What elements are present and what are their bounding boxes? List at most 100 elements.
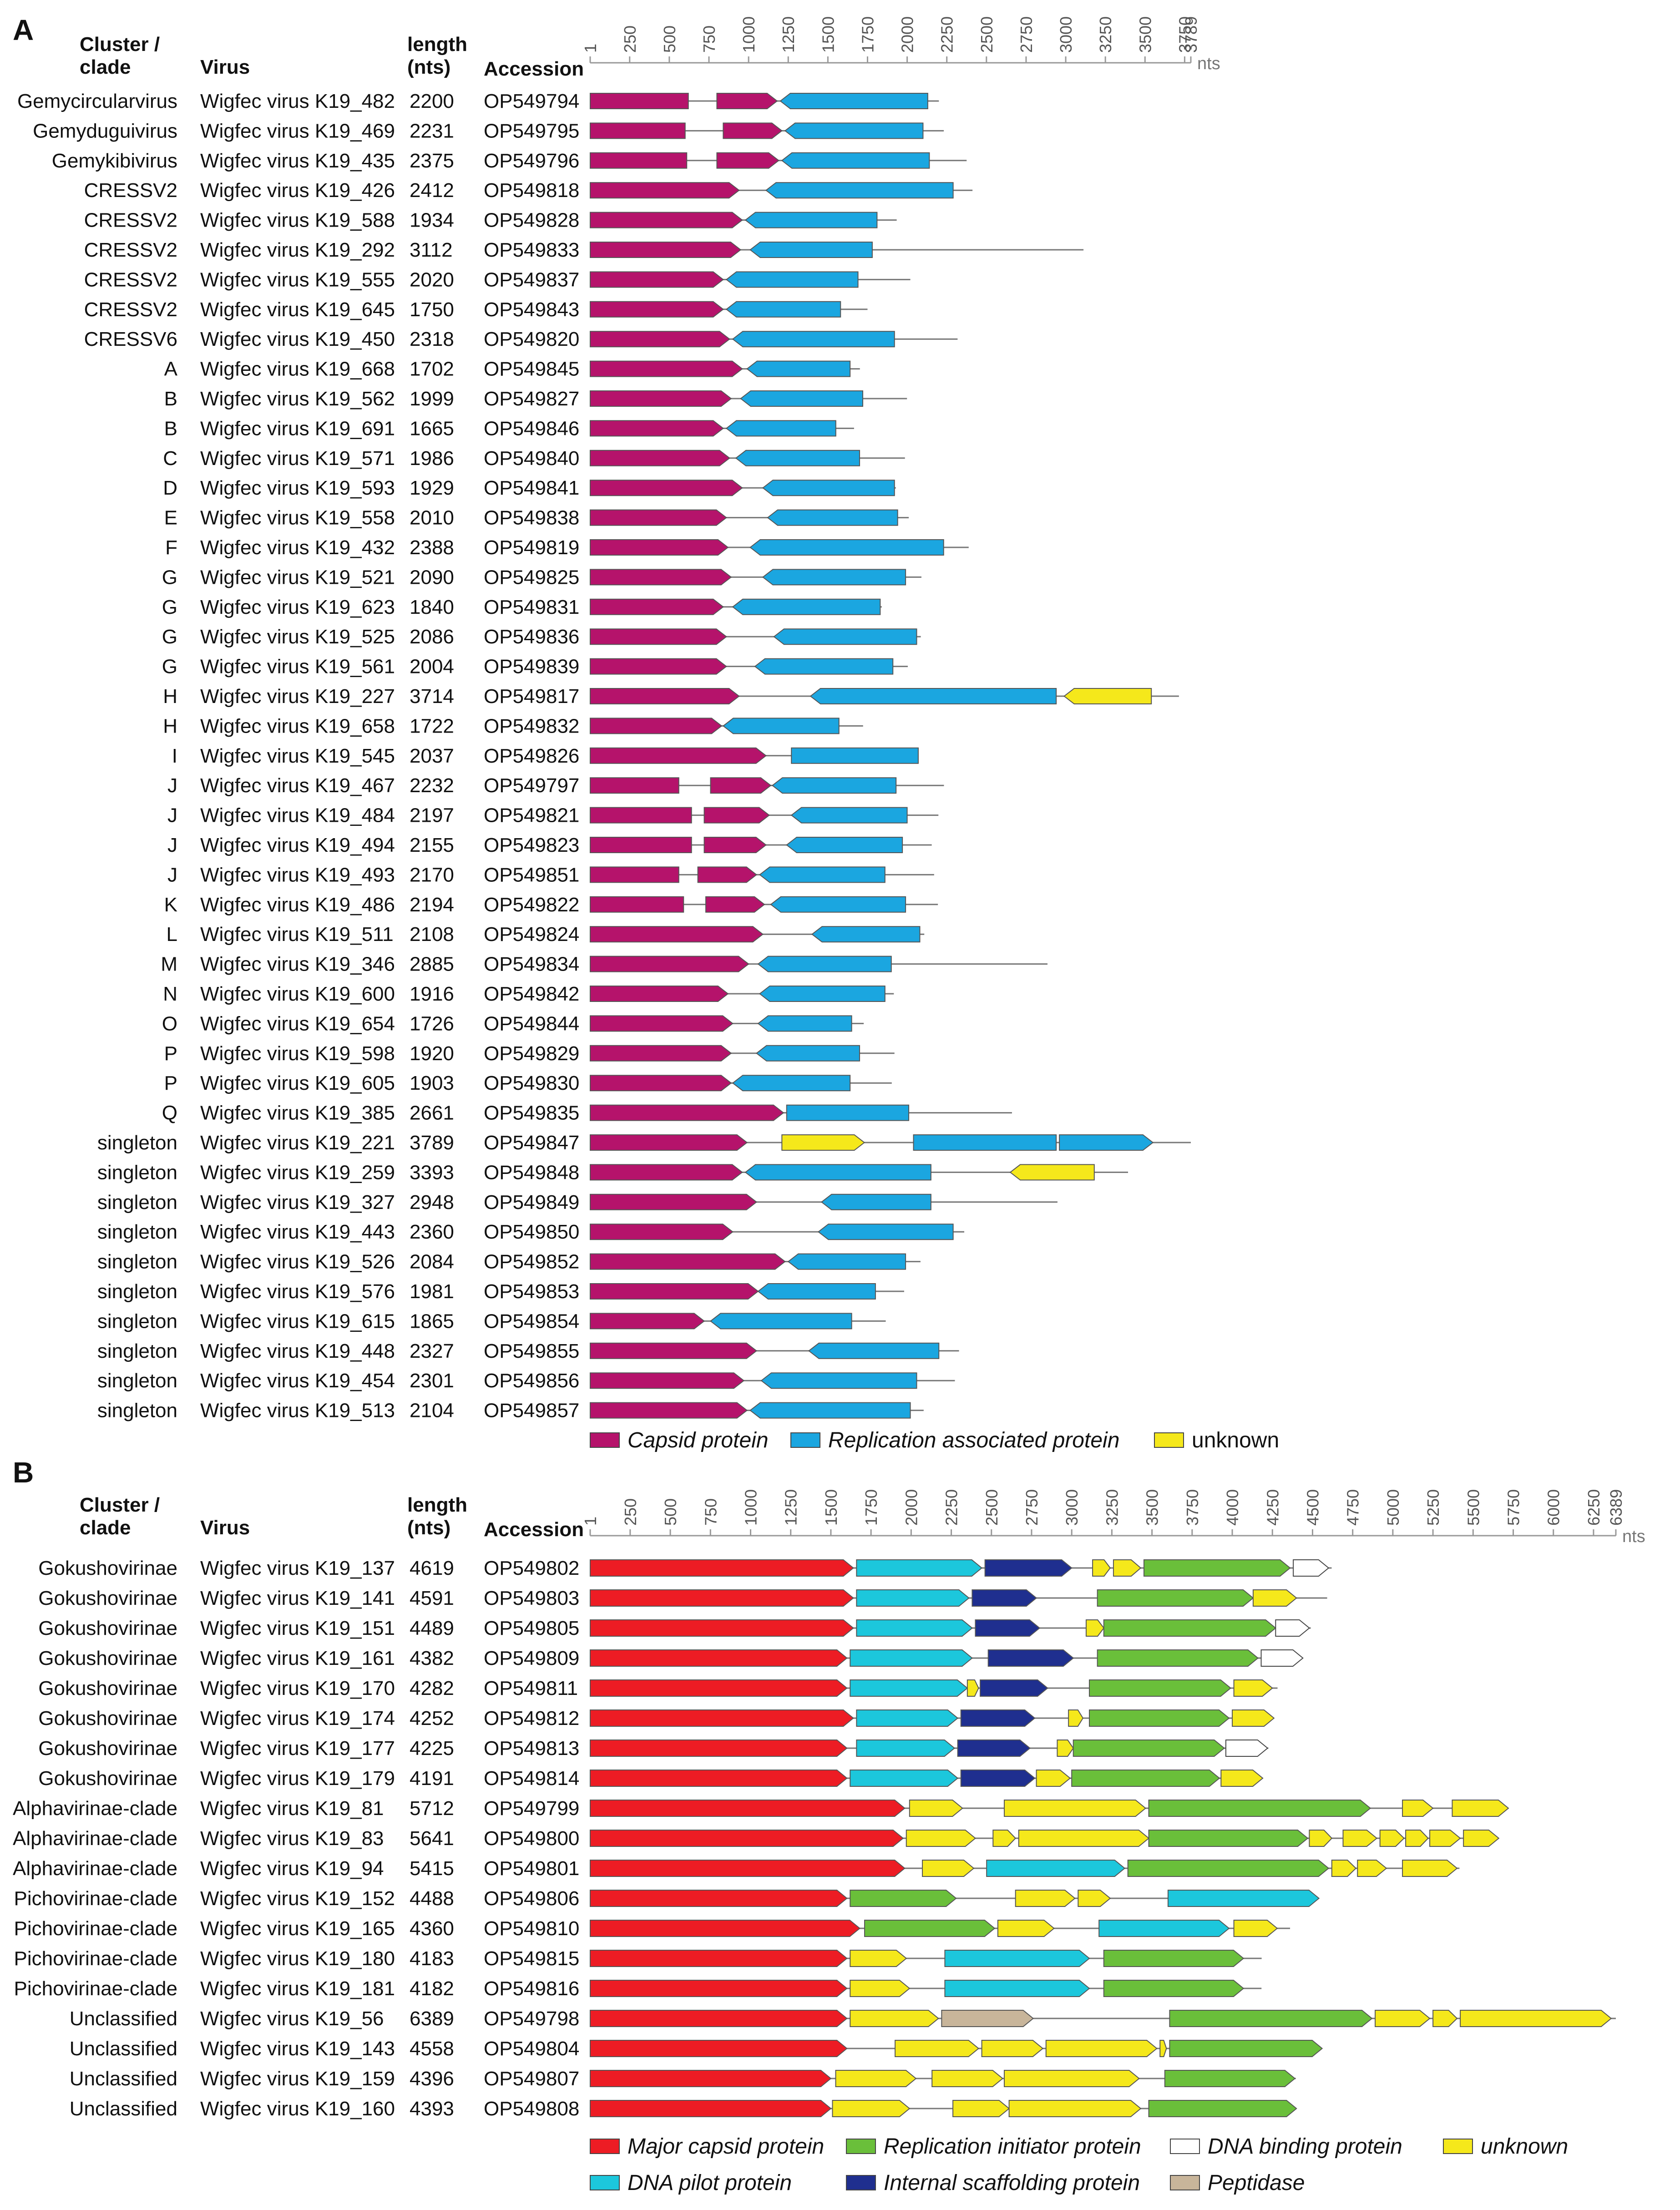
length-value: 4558 bbox=[410, 2038, 454, 2060]
accession-value: OP549799 bbox=[484, 1797, 579, 1820]
gene-capsid bbox=[590, 688, 740, 704]
genome-row: Gokushovirinae Wigfec virus K19_141 4591 OP… bbox=[38, 1587, 1327, 1609]
gene-pilot bbox=[850, 1649, 973, 1667]
cluster-label: Gokushovirinae bbox=[38, 1557, 177, 1579]
length-value: 2108 bbox=[410, 923, 454, 946]
gene-rep bbox=[757, 1283, 876, 1300]
length-value: 2301 bbox=[410, 1370, 454, 1392]
axis-tick-label: 3000 bbox=[1057, 16, 1075, 53]
gene-unknown bbox=[1009, 1164, 1095, 1181]
virus-label: Wigfec virus K19_292 bbox=[200, 239, 395, 261]
accession-value: OP549841 bbox=[484, 477, 579, 499]
gene-rip bbox=[1073, 1740, 1225, 1757]
gene-capsid bbox=[723, 122, 783, 139]
genome-row: Q Wigfec virus K19_385 2661 OP549835 bbox=[162, 1102, 1012, 1124]
cluster-label: singleton bbox=[97, 1310, 177, 1332]
header-accession: Accession bbox=[484, 1518, 584, 1541]
legend-b: Major capsid protein Replication initiato… bbox=[590, 2134, 1568, 2195]
gene-pilot bbox=[850, 1679, 968, 1697]
gene-capsid bbox=[590, 747, 767, 764]
gene-rep bbox=[757, 956, 892, 972]
gene-mcp bbox=[590, 1860, 906, 1877]
gene-capsid bbox=[590, 1313, 705, 1330]
gene-unknown bbox=[1357, 1860, 1387, 1877]
gene-capsid bbox=[590, 152, 688, 169]
cluster-label: Gokushovirinae bbox=[38, 1737, 177, 1760]
gene-scaffold bbox=[980, 1679, 1048, 1697]
cluster-label: Unclassified bbox=[70, 2038, 177, 2060]
gene-capsid bbox=[703, 807, 770, 824]
gene-unknown bbox=[1460, 2010, 1612, 2027]
virus-label: Wigfec virus K19_435 bbox=[200, 150, 395, 172]
accession-value: OP549830 bbox=[484, 1072, 579, 1094]
genome-row: Gemykibivirus Wigfec virus K19_435 2375 OP5… bbox=[52, 150, 967, 172]
gene-rep bbox=[732, 331, 895, 348]
header-length: length(nts) bbox=[407, 33, 467, 78]
gene-unknown bbox=[922, 1860, 975, 1877]
header-cluster-line: clade bbox=[80, 1517, 131, 1539]
gene-mcp bbox=[590, 1559, 854, 1577]
gene-rep bbox=[762, 569, 906, 586]
length-value: 3789 bbox=[410, 1132, 454, 1154]
length-value: 1981 bbox=[410, 1280, 454, 1303]
cluster-label: CRESSV2 bbox=[84, 179, 177, 202]
axis-tick-label: 6000 bbox=[1544, 1489, 1563, 1526]
gene-mcp bbox=[590, 1649, 848, 1667]
gene-rep bbox=[786, 837, 903, 853]
accession-value: OP549818 bbox=[484, 179, 579, 202]
accession-value: OP549854 bbox=[484, 1310, 579, 1332]
gene-rip bbox=[1148, 1800, 1371, 1817]
cluster-label: CRESSV2 bbox=[84, 268, 177, 291]
virus-label: Wigfec virus K19_469 bbox=[200, 120, 395, 142]
length-value: 2170 bbox=[410, 864, 454, 886]
gene-rep bbox=[810, 688, 1057, 704]
axis-tick-label: 1500 bbox=[819, 16, 837, 53]
gene-rep bbox=[746, 360, 851, 377]
genome-row: Unclassified Wigfec virus K19_56 6389 OP549… bbox=[70, 2008, 1616, 2030]
axis-tick-label: 750 bbox=[700, 25, 719, 53]
virus-label: Wigfec virus K19_327 bbox=[200, 1191, 395, 1214]
accession-value: OP549823 bbox=[484, 834, 579, 856]
gene-rep bbox=[913, 1134, 1057, 1151]
gene-mcp bbox=[590, 1800, 906, 1817]
accession-value: OP549798 bbox=[484, 2008, 579, 2030]
length-value: 3714 bbox=[410, 685, 454, 708]
gene-unknown bbox=[1004, 1800, 1147, 1817]
genome-row: singleton Wigfec virus K19_576 1981 OP54985… bbox=[97, 1280, 904, 1303]
legend-swatch-unknown bbox=[1443, 2139, 1473, 2154]
legend-label-pilot: DNA pilot protein bbox=[627, 2171, 792, 2195]
length-value: 4360 bbox=[410, 1917, 454, 1940]
gene-unknown bbox=[1063, 688, 1152, 704]
virus-label: Wigfec virus K19_221 bbox=[200, 1132, 395, 1154]
virus-label: Wigfec virus K19_511 bbox=[200, 923, 394, 946]
gene-rep bbox=[787, 1253, 906, 1270]
gene-capsid bbox=[590, 242, 742, 258]
legend-swatch-peptidase bbox=[1170, 2175, 1200, 2190]
axis-tick-label: 1250 bbox=[779, 16, 798, 53]
virus-label: Wigfec virus K19_151 bbox=[200, 1617, 395, 1639]
gene-unknown bbox=[1232, 1709, 1275, 1727]
legend-swatch-scaffold bbox=[846, 2175, 876, 2190]
length-value: 1929 bbox=[410, 477, 454, 499]
gene-capsid bbox=[590, 390, 732, 407]
virus-label: Wigfec virus K19_521 bbox=[200, 566, 395, 588]
length-value: 2004 bbox=[410, 656, 454, 678]
gene-capsid bbox=[590, 807, 692, 824]
accession-value: OP549821 bbox=[484, 804, 579, 827]
gene-dbp bbox=[1260, 1649, 1304, 1667]
header-length-line: (nts) bbox=[407, 1517, 450, 1539]
length-value: 2412 bbox=[410, 179, 454, 202]
gene-capsid bbox=[590, 480, 743, 496]
cluster-label: Gemykibivirus bbox=[52, 150, 177, 172]
gene-unknown bbox=[1113, 1559, 1142, 1577]
virus-label: Wigfec virus K19_83 bbox=[200, 1827, 384, 1850]
gene-rep bbox=[757, 1015, 852, 1032]
length-value: 2661 bbox=[410, 1102, 454, 1124]
length-value: 2948 bbox=[410, 1191, 454, 1214]
gene-unknown bbox=[1068, 1709, 1084, 1727]
accession-value: OP549813 bbox=[484, 1737, 579, 1760]
gene-rep bbox=[725, 271, 859, 288]
virus-label: Wigfec virus K19_181 bbox=[200, 1977, 395, 2000]
length-value: 4191 bbox=[410, 1767, 454, 1790]
